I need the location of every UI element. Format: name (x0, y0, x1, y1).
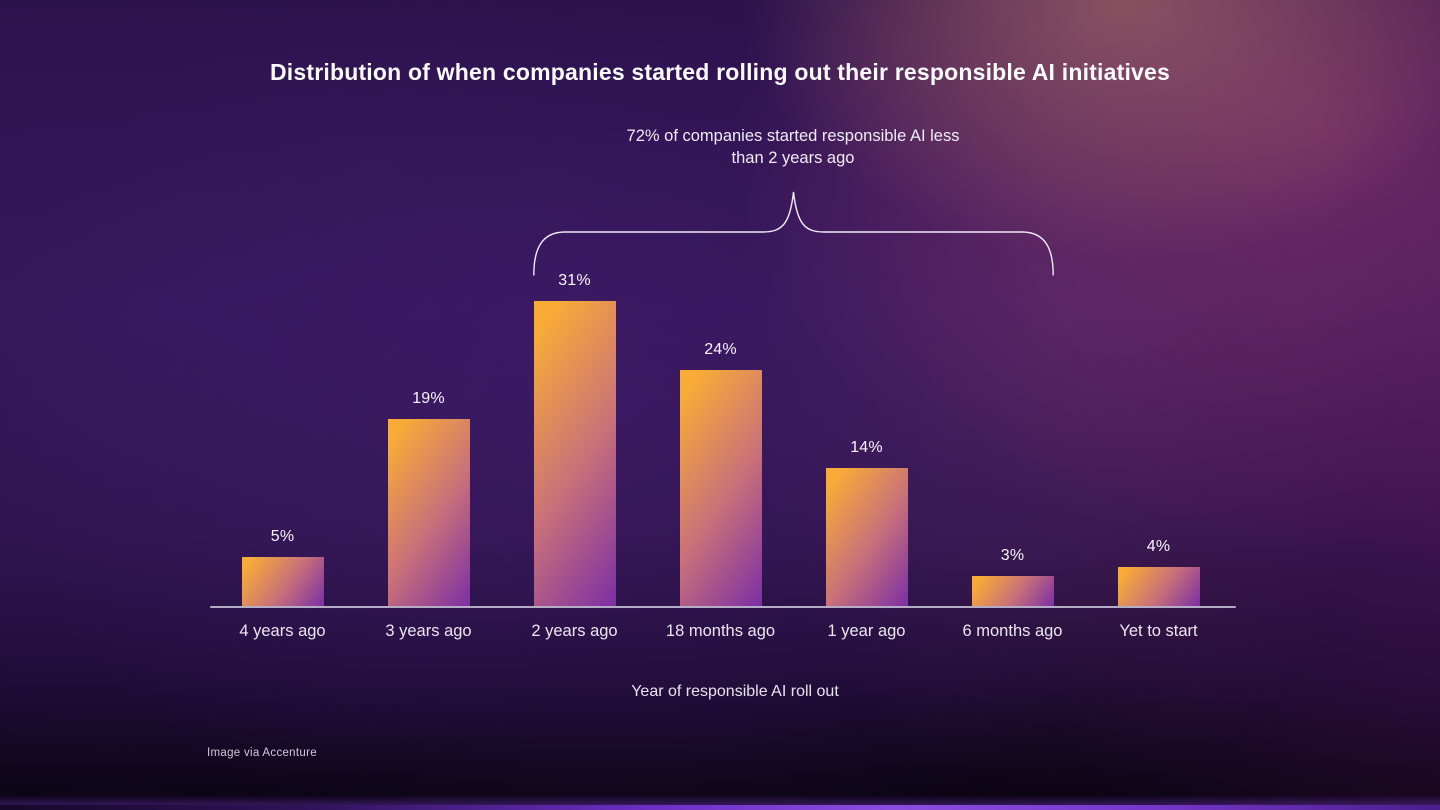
bar-value-label: 19% (412, 390, 445, 407)
x-tick-label: 4 years ago (239, 622, 326, 640)
bottom-accent-stripe (0, 805, 1440, 810)
bar-value-label: 4% (1146, 538, 1171, 555)
bar-value-label: 5% (270, 528, 295, 545)
x-tick-label: 6 months ago (962, 622, 1063, 640)
bar-value-label: 31% (558, 272, 591, 289)
x-axis-line (210, 606, 1236, 608)
annotation-text: 72% of companies started responsible AI … (543, 125, 1043, 169)
bar-2-years-ago (533, 301, 616, 606)
bar-18-months-ago (679, 370, 762, 606)
chart-title: Distribution of when companies started r… (269, 59, 1171, 85)
x-axis-title: Year of responsible AI roll out (631, 683, 839, 700)
annotation-line-2: than 2 years ago (731, 149, 855, 167)
curly-brace (533, 191, 1054, 276)
bar-1-year-ago (825, 468, 908, 606)
x-tick-label: 3 years ago (385, 622, 472, 640)
image-credit: Image via Accenture (207, 747, 317, 759)
bar-yet-to-start (1117, 567, 1200, 606)
bar-4-years-ago (241, 557, 324, 606)
bar-value-label: 3% (1000, 547, 1025, 564)
x-tick-label: Yet to start (1119, 622, 1198, 640)
x-tick-label: 18 months ago (665, 622, 776, 640)
bar-value-label: 24% (704, 341, 737, 358)
bar-value-label: 14% (850, 439, 883, 456)
bottom-glow (0, 795, 1440, 805)
bar-3-years-ago (387, 419, 470, 606)
x-tick-label: 2 years ago (531, 622, 618, 640)
x-tick-label: 1 year ago (827, 622, 906, 640)
bar-6-months-ago (971, 576, 1054, 606)
annotation-line-1: 72% of companies started responsible AI … (626, 127, 960, 145)
